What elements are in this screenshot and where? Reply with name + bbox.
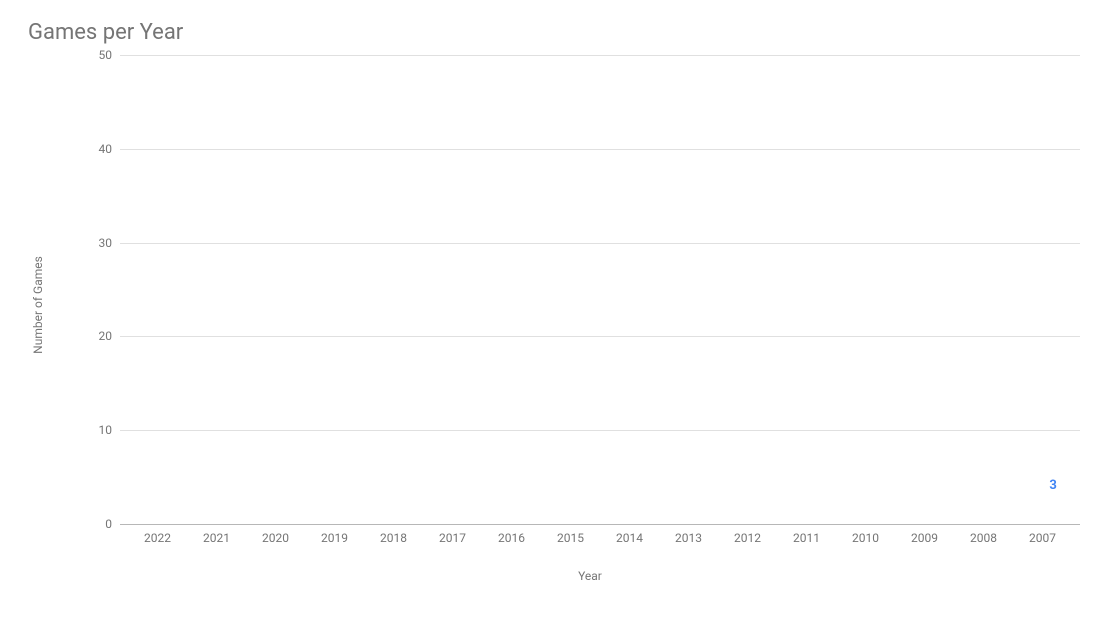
bar-value-label: 5	[785, 481, 792, 496]
x-tick-label: 2007	[1013, 525, 1072, 555]
x-tick-label: 2020	[246, 525, 305, 555]
y-tick-label: 20	[99, 329, 113, 343]
x-tick-labels: 2022202120202019201820172016201520142013…	[120, 525, 1080, 555]
gridline	[120, 55, 1080, 56]
x-tick-label: 2018	[364, 525, 423, 555]
x-tick-label: 2010	[836, 525, 895, 555]
y-tick-label: 30	[99, 236, 113, 250]
y-tick-label: 0	[105, 517, 112, 531]
x-tick-label: 2021	[187, 525, 246, 555]
plot-area: 455331442313164000101 01020304050	[120, 55, 1080, 525]
x-tick-label: 2014	[600, 525, 659, 555]
x-tick-label: 2015	[541, 525, 600, 555]
chart-container: Games per Year Number of Games 455331442…	[0, 0, 1110, 631]
bar-slot: 5	[392, 55, 656, 524]
bars-region: 455331442313164000101	[120, 55, 1080, 524]
gridline	[120, 243, 1080, 244]
plot-wrapper: Number of Games 455331442313164000101 01…	[90, 55, 1080, 555]
x-axis-title: Year	[90, 569, 1090, 583]
x-tick-label: 2008	[954, 525, 1013, 555]
gridline	[120, 149, 1080, 150]
y-tick-label: 50	[99, 48, 113, 62]
gridline	[120, 430, 1080, 431]
chart-title: Games per Year	[28, 20, 1090, 45]
y-axis-title: Number of Games	[31, 256, 45, 354]
bar-slot: 4	[128, 55, 392, 524]
x-tick-label: 2017	[423, 525, 482, 555]
gridline	[120, 336, 1080, 337]
x-tick-label: 2011	[777, 525, 836, 555]
bar-slot: 3	[921, 55, 1110, 524]
bar-value-label: 4	[256, 490, 263, 505]
bar-slot: 5	[657, 55, 921, 524]
bar-value-label: 5	[521, 481, 528, 496]
x-tick-label: 2022	[128, 525, 187, 555]
y-tick-label: 10	[99, 423, 113, 437]
x-tick-label: 2019	[305, 525, 364, 555]
x-tick-label: 2013	[659, 525, 718, 555]
x-tick-label: 2016	[482, 525, 541, 555]
y-tick-label: 40	[99, 142, 113, 156]
bar-value-label: 3	[1049, 478, 1056, 493]
x-tick-label: 2012	[718, 525, 777, 555]
x-tick-label: 2009	[895, 525, 954, 555]
